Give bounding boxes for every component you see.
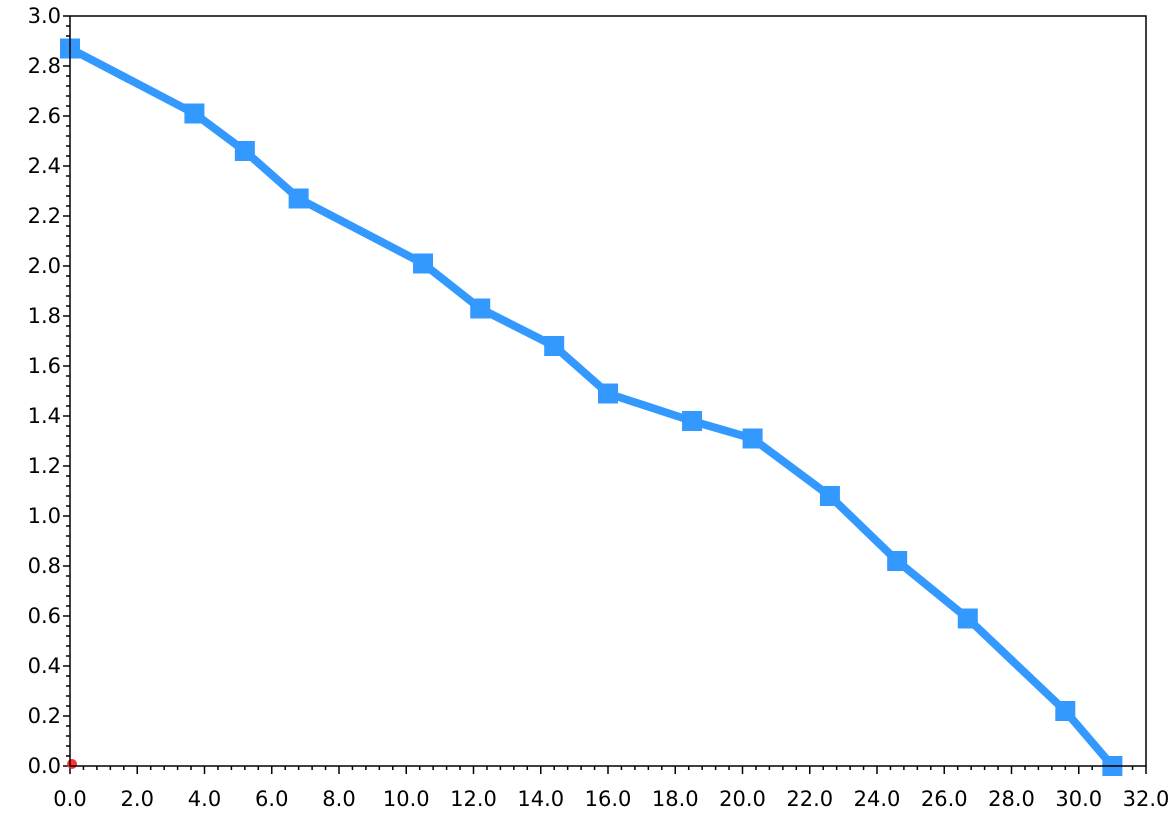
data-point-marker bbox=[184, 103, 205, 124]
y-tick-label: 1.6 bbox=[28, 354, 61, 378]
data-point-marker bbox=[1055, 701, 1076, 721]
data-point-marker bbox=[742, 428, 763, 449]
y-tick-label: 0.2 bbox=[28, 704, 61, 728]
data-point-marker bbox=[957, 608, 978, 629]
y-tick-label: 0.4 bbox=[28, 654, 61, 678]
data-point-marker bbox=[887, 551, 908, 571]
data-point-marker bbox=[544, 336, 565, 356]
y-tick-label: 1.4 bbox=[28, 404, 61, 428]
axes-layer: 0.0 0.2 0.4 0.6 0.8 1.0 1.2 1.4 1.6 1.8 2.0 2.2 2.4 2… bbox=[28, 4, 1170, 811]
x-tick-label: 28.0 bbox=[988, 787, 1035, 811]
x-tick-label: 22.0 bbox=[786, 787, 833, 811]
series-line bbox=[66, 44, 1117, 770]
origin-marker bbox=[67, 759, 77, 769]
y-tick-label: 1.8 bbox=[28, 304, 61, 328]
y-tick-label: 1.0 bbox=[28, 504, 61, 528]
plot-area-frame bbox=[69, 15, 1147, 767]
x-tick-label: 4.0 bbox=[188, 787, 221, 811]
y-tick-label: 2.4 bbox=[28, 154, 61, 178]
x-tick-label: 20.0 bbox=[719, 787, 766, 811]
x-tick-label: 18.0 bbox=[652, 787, 699, 811]
y-tick-label: 0.0 bbox=[28, 754, 61, 778]
data-point-marker bbox=[598, 383, 618, 404]
y-tick-label: 3.0 bbox=[28, 4, 61, 28]
x-tick-label: 24.0 bbox=[854, 787, 901, 811]
y-tick-label: 0.6 bbox=[28, 604, 61, 628]
data-point-marker bbox=[682, 411, 703, 431]
x-tick-label: 16.0 bbox=[585, 787, 632, 811]
x-tick-label: 6.0 bbox=[255, 787, 288, 811]
data-point-marker bbox=[413, 253, 434, 274]
x-tick-label: 10.0 bbox=[383, 787, 430, 811]
x-tick-label: 0.0 bbox=[53, 787, 86, 811]
data-point-marker bbox=[470, 298, 491, 319]
x-tick-label: 8.0 bbox=[322, 787, 355, 811]
x-tick-label: 26.0 bbox=[921, 787, 968, 811]
data-point-marker bbox=[234, 141, 255, 161]
y-tick-label: 2.6 bbox=[28, 104, 61, 128]
y-tick-label: 1.2 bbox=[28, 454, 61, 478]
series-layer bbox=[60, 38, 1123, 776]
y-tick-label: 2.2 bbox=[28, 204, 61, 228]
x-tick-label: 30.0 bbox=[1055, 787, 1102, 811]
data-point-marker bbox=[288, 188, 309, 209]
data-point-marker bbox=[819, 486, 840, 506]
y-tick-label: 2.8 bbox=[28, 54, 61, 78]
x-tick-label: 12.0 bbox=[450, 787, 497, 811]
x-tick-label: 32.0 bbox=[1123, 787, 1170, 811]
x-tick-label: 2.0 bbox=[121, 787, 154, 811]
y-tick-label: 2.0 bbox=[28, 254, 61, 278]
x-tick-label: 14.0 bbox=[517, 787, 564, 811]
y-tick-label: 0.8 bbox=[28, 554, 61, 578]
